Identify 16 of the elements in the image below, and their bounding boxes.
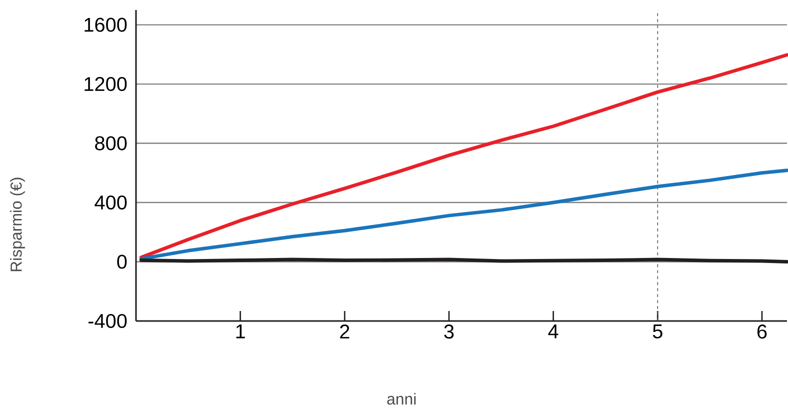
y-axis-title: Risparmio (€) bbox=[10, 178, 25, 272]
x-tick-label: 1 bbox=[236, 324, 245, 338]
y-tick-label: 800 bbox=[95, 136, 127, 150]
y-tick-label: 1200 bbox=[84, 77, 127, 92]
x-axis-title: anni bbox=[387, 392, 416, 405]
x-tick-label: 4 bbox=[548, 324, 558, 338]
y-tick-label: 400 bbox=[94, 195, 127, 210]
x-tick-label: 2 bbox=[340, 324, 350, 338]
x-tick-label: 3 bbox=[444, 324, 454, 339]
y-tick-label: 0 bbox=[117, 254, 127, 269]
y-tick-label: 1600 bbox=[84, 18, 127, 32]
x-tick-label: 5 bbox=[652, 324, 662, 338]
line-series bbox=[139, 53, 788, 260]
x-tick-label: 6 bbox=[757, 324, 767, 339]
line-series bbox=[139, 168, 788, 261]
y-tick-label: -400 bbox=[88, 314, 127, 328]
